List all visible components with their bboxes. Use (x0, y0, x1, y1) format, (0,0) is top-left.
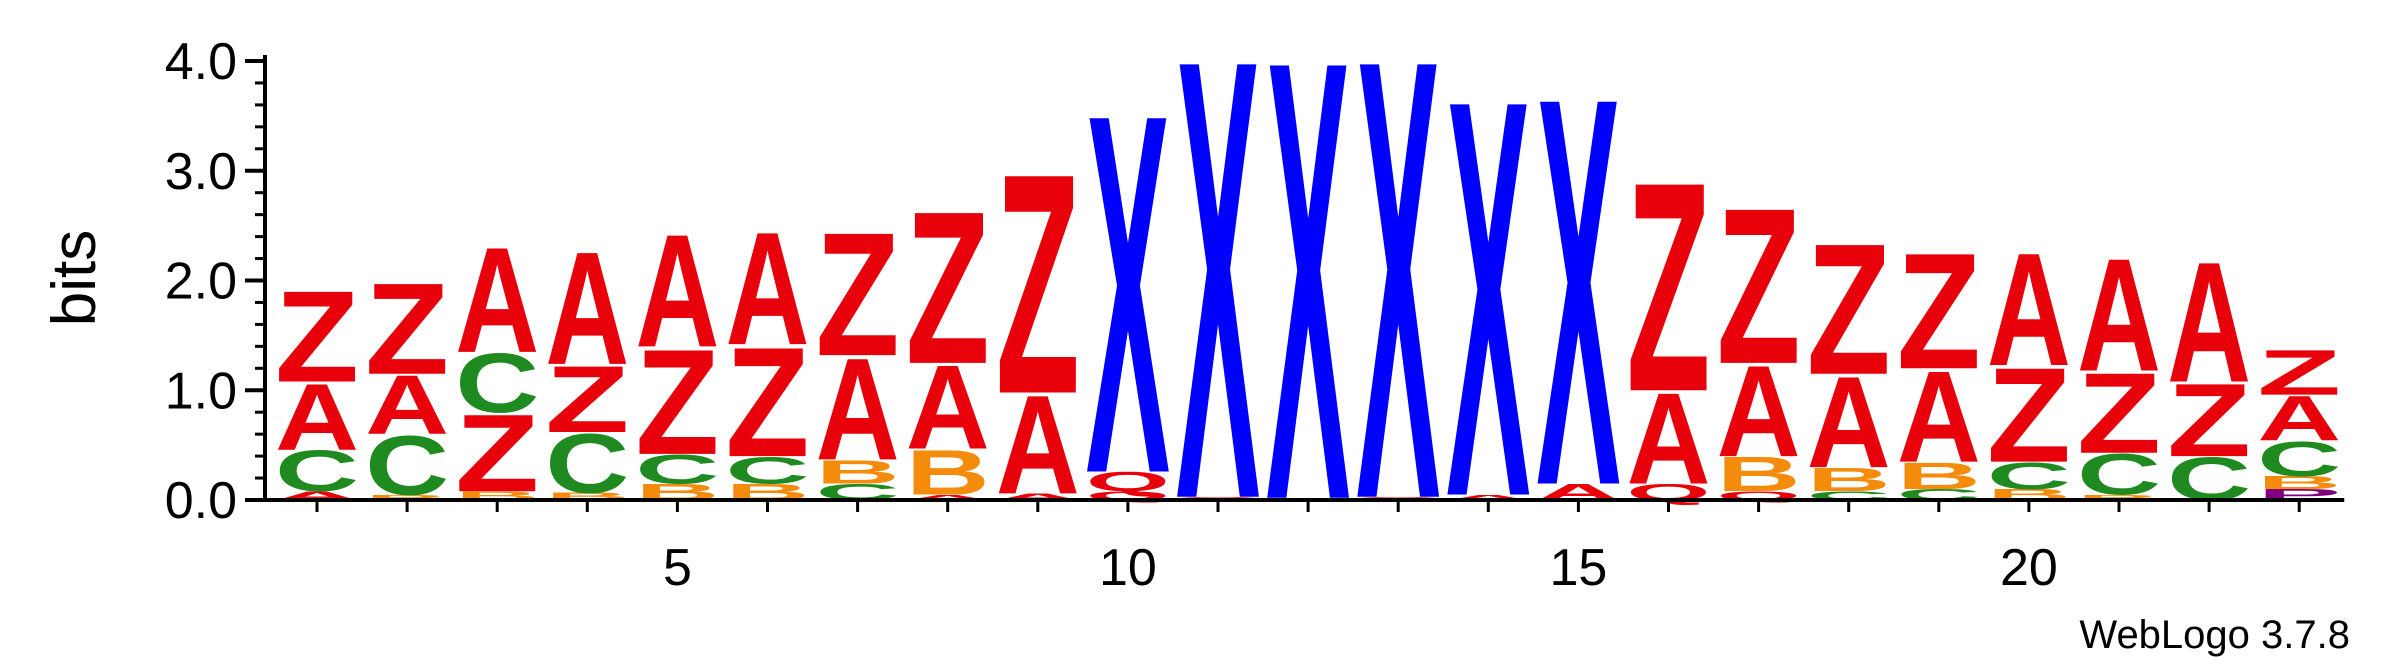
glyph-B-pos7-1: B (816, 453, 900, 491)
glyph-Z-pos21-2: Z (2077, 348, 2161, 477)
glyph-Z-pos18-3: Z (1807, 204, 1891, 414)
glyph-B-pos17-1: B (1717, 447, 1801, 502)
glyph-C-pos2-1: C (365, 418, 449, 513)
glyph-B-pos8-1: B (906, 436, 990, 508)
glyph-C-pos23-2: C (2257, 431, 2341, 486)
glyph-Z-pos8-3: Z (906, 166, 990, 410)
weblogo-version-footer: WebLogo 3.7.8 (2079, 613, 2350, 657)
logo-column-13: QX (1356, 0, 1441, 631)
glyph-Z-pos6-2: Z (726, 316, 810, 490)
y-axis: 0.0 1.0 2.0 3.0 4.0 (165, 33, 267, 530)
glyph-A-pos16-1: A (1627, 366, 1711, 512)
glyph-B-pos2-0: B (365, 493, 449, 502)
glyph-A-pos20-3: A (1987, 219, 2071, 399)
glyph-Z-pos23-4: Z (2257, 336, 2341, 408)
logo-column-12: QX (1266, 0, 1351, 632)
glyph-Z-pos2-3: Z (365, 257, 449, 402)
letter-stacks: ACAZBCAZBZCABCZABCZABCZACBAZABAZAAZQQXQX… (275, 0, 2341, 632)
logo-column-14: AX (1446, 0, 1531, 616)
glyph-A-pos14-0: A (1446, 493, 1530, 502)
glyph-A-pos6-3: A (725, 199, 809, 379)
glyph-Z-pos9-2: Z (996, 109, 1080, 460)
glyph-Z-pos3-1: Z (455, 392, 539, 515)
glyph-Z-pos19-3: Z (1897, 219, 1981, 404)
glyph-A-pos22-2: A (2167, 227, 2251, 419)
y-tick-label: 4.0 (165, 33, 237, 91)
glyph-A-pos21-3: A (2077, 225, 2161, 405)
glyph-Z-pos16-2: Z (1627, 120, 1711, 454)
logo-column-11: QX (1176, 0, 1261, 631)
x-tick-label: 10 (1099, 539, 1157, 597)
glyph-X-pos10-2: X (1086, 9, 1171, 582)
glyph-C-pos21-1: C (2077, 443, 2161, 508)
glyph-A-pos19-2: A (1897, 344, 1981, 490)
glyph-A-pos8-2: A (906, 340, 990, 474)
glyph-C-pos5-1: C (635, 447, 719, 493)
glyph-C-pos1-1: C (275, 439, 359, 504)
logo-column-22: CZA (2167, 227, 2251, 513)
y-tick-label: 0.0 (165, 472, 237, 530)
glyph-C-pos6-1: C (726, 449, 810, 491)
glyph-A-pos18-2: A (1807, 350, 1891, 496)
glyph-X-pos12-1: X (1266, 0, 1351, 632)
glyph-Z-pos1-3: Z (275, 265, 359, 410)
glyph-B-pos21-0: B (2077, 493, 2161, 502)
glyph-Z-pos20-2: Z (1987, 340, 2071, 491)
glyph-Z-pos5-2: Z (635, 318, 719, 486)
y-axis-title: bits (40, 230, 109, 326)
x-tick-label: 20 (2000, 539, 2058, 597)
glyph-X-pos13-1: X (1356, 0, 1441, 631)
glyph-A-pos1-2: A (275, 364, 359, 470)
logo-column-16: QAZ (1627, 120, 1711, 512)
glyph-A-pos17-2: A (1717, 339, 1801, 485)
glyph-C-pos4-1: C (545, 416, 629, 511)
glyph-A-pos9-1: A (996, 367, 1080, 524)
y-tick-label: 2.0 (165, 253, 237, 311)
y-tick-label: 1.0 (165, 362, 237, 420)
glyph-A-pos3-3: A (455, 217, 539, 385)
glyph-C-pos20-1: C (1987, 455, 2071, 497)
glyph-A-pos8-0: A (906, 493, 990, 502)
x-tick-label: 15 (1549, 539, 1607, 597)
logo-column-10: QQX (1086, 9, 1171, 582)
glyph-Z-pos17-3: Z (1717, 163, 1801, 411)
x-axis: 5 10 15 20 (265, 498, 2345, 597)
glyph-X-pos11-1: X (1176, 0, 1261, 631)
glyph-B-pos23-1: B (2257, 472, 2341, 493)
glyph-Z-pos22-1: Z (2167, 362, 2251, 478)
glyph-Q-pos10-1: Q (1086, 466, 1170, 497)
glyph-A-pos7-2: A (816, 328, 900, 490)
x-tick-label: 5 (663, 539, 692, 597)
glyph-A-pos5-3: A (635, 201, 719, 381)
glyph-Z-pos7-3: Z (816, 197, 900, 393)
glyph-B-pos18-1: B (1807, 461, 1891, 499)
glyph-B-pos19-1: B (1897, 455, 1981, 497)
glyph-Z-pos4-2: Z (545, 347, 629, 453)
glyph-A-pos4-3: A (545, 218, 629, 398)
glyph-A-pos9-0: A (996, 492, 1080, 502)
y-tick-label: 3.0 (165, 143, 237, 201)
glyph-A-pos2-2: A (365, 358, 449, 453)
logo-column-9: AAZ (996, 109, 1080, 524)
glyph-A-pos23-3: A (2257, 383, 2341, 455)
glyph-X-pos14-1: X (1446, 0, 1531, 616)
glyph-C-pos3-2: C (455, 336, 539, 431)
